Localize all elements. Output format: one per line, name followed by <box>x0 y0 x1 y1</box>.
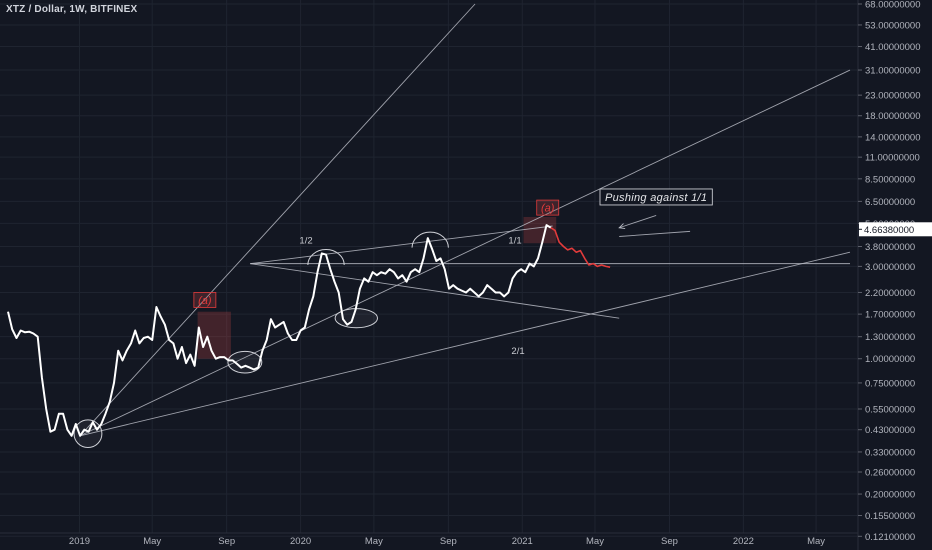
trendline <box>250 263 620 319</box>
current-price-label: 4.66380000 <box>864 225 914 236</box>
time-tick-label: Sep <box>440 536 457 547</box>
time-axis[interactable]: 2019 May Sep 2020 May Sep 2021 May Sep 2022 May <box>0 532 858 547</box>
price-axis[interactable]: 68.00000000 53.00000000 41.00000000 31.0000… <box>857 0 920 550</box>
time-tick-label: May <box>365 536 383 547</box>
chart-annotations: (a) (a) 1/2 1/1 2/1 Pushing against 1/1 <box>193 188 713 357</box>
time-tick-label: Sep <box>218 536 235 547</box>
trendline <box>619 230 691 237</box>
wave-label: (a) <box>198 295 212 307</box>
highlight-boxes <box>197 216 557 359</box>
ratio-label: 2/1 <box>511 346 524 357</box>
trendline <box>79 69 851 437</box>
price-tick-label: 8.50000000 <box>865 174 915 185</box>
time-tick-label: Sep <box>661 536 678 547</box>
price-tick-label: 41.00000000 <box>865 42 920 53</box>
time-tick-label: May <box>586 536 604 547</box>
price-tick-label: 53.00000000 <box>865 20 920 31</box>
callout-box <box>599 188 713 206</box>
cycle-low-ellipse <box>73 419 103 449</box>
callout-text: Pushing against 1/1 <box>605 192 707 204</box>
price-tick-label: 1.70000000 <box>865 310 915 321</box>
price-tick-label: 0.43000000 <box>865 425 915 436</box>
current-price-box <box>859 222 932 237</box>
wave-label-box <box>536 199 560 216</box>
callout-arrowhead <box>618 223 626 229</box>
time-tick-label: 2022 <box>733 536 754 547</box>
price-tick-label: 0.55000000 <box>865 405 915 416</box>
time-tick-label: May <box>143 536 161 547</box>
price-tick-label: 0.75000000 <box>865 378 915 389</box>
trendline <box>250 225 553 265</box>
cycle-top-arc <box>411 231 449 248</box>
price-tick-label: 3.00000000 <box>865 262 915 273</box>
price-tick-label: 6.50000000 <box>865 197 915 208</box>
ellipse-markers <box>73 231 449 449</box>
wave-label: (a) <box>541 203 555 215</box>
ratio-label: 1/2 <box>299 235 312 246</box>
price-tick-label: 3.80000000 <box>865 242 915 253</box>
price-tick-label: 0.26000000 <box>865 467 915 478</box>
trendlines <box>79 3 851 437</box>
chart-grid <box>0 0 858 537</box>
price-tick-label: 68.00000000 <box>865 0 920 11</box>
trendline <box>619 214 657 229</box>
price-tick-label: 11.00000000 <box>865 153 920 164</box>
price-series <box>7 224 611 437</box>
symbol-title: XTZ / Dollar, 1W, BITFINEX <box>6 4 138 15</box>
cycle-low-ellipse <box>227 350 263 374</box>
wave-highlight-box <box>197 311 231 359</box>
price-tick-label: 0.33000000 <box>865 447 915 458</box>
wave-highlight-box <box>523 216 557 244</box>
price-tick-label: 2.20000000 <box>865 288 915 299</box>
time-tick-label: 2020 <box>290 536 311 547</box>
price-tick-label: 18.00000000 <box>865 111 920 122</box>
trendline <box>79 3 476 437</box>
trendline <box>79 251 851 437</box>
projection-line <box>550 227 611 268</box>
price-tick-label: 31.00000000 <box>865 66 920 77</box>
price-tick-label: 1.30000000 <box>865 332 915 343</box>
ratio-label: 1/1 <box>508 235 521 246</box>
price-line <box>7 224 552 437</box>
current-price-tag: 4.66380000 <box>858 222 932 237</box>
price-tick-label: 0.15500000 <box>865 511 915 522</box>
price-tick-label: 1.00000000 <box>865 354 915 365</box>
price-tick-label: 0.12100000 <box>865 532 915 543</box>
cycle-top-arc <box>307 249 345 266</box>
wave-label-box <box>193 292 217 308</box>
time-tick-label: 2021 <box>512 536 533 547</box>
time-tick-label: 2019 <box>69 536 90 547</box>
price-tick-label: 23.00000000 <box>865 91 920 102</box>
time-tick-label: May <box>807 536 825 547</box>
price-tick-label: 0.20000000 <box>865 490 915 501</box>
price-tick-label: 14.00000000 <box>865 132 920 143</box>
